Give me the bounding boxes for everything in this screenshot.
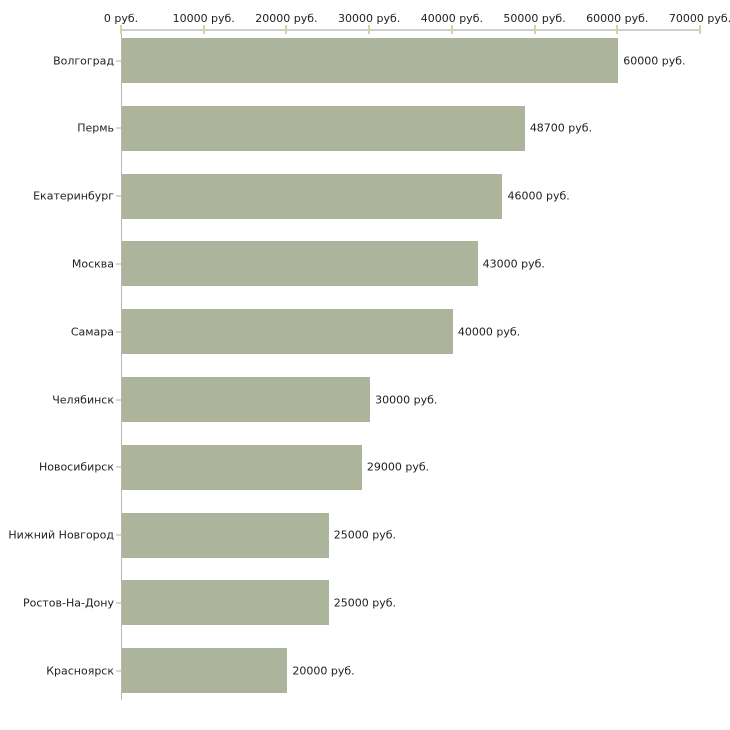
- x-axis-tick: [533, 25, 536, 34]
- bar: [122, 377, 371, 422]
- bar: [122, 38, 619, 83]
- bar-value-label: 46000 руб.: [507, 189, 570, 203]
- x-axis-tick: [120, 25, 122, 34]
- y-axis-tick: [116, 195, 121, 198]
- bar-value-label: 20000 руб.: [292, 664, 355, 678]
- bar: [122, 105, 525, 151]
- bar: [122, 444, 362, 490]
- x-axis-tick-label: 40000 руб.: [420, 12, 483, 25]
- category-label: Челябинск: [52, 393, 114, 406]
- bar-value-label: 30000 руб.: [375, 393, 438, 406]
- category-label: Волгоград: [53, 54, 114, 67]
- y-axis-tick: [116, 601, 121, 604]
- x-axis-tick-label: 0 руб.: [103, 12, 139, 25]
- category-label: Самара: [70, 325, 114, 339]
- y-axis-tick: [116, 534, 121, 537]
- x-axis-line: [121, 29, 701, 31]
- category-label: Москва: [71, 257, 114, 271]
- x-axis-tick-label: 70000 руб.: [668, 12, 730, 25]
- bar: [122, 512, 329, 558]
- bar: [122, 648, 288, 694]
- category-label: Новосибирск: [38, 460, 114, 474]
- category-label: Екатеринбург: [33, 189, 114, 203]
- x-axis-tick: [285, 25, 288, 34]
- x-axis-tick-label: 50000 руб.: [503, 12, 566, 25]
- y-axis-tick: [116, 330, 121, 333]
- category-label: Пермь: [77, 121, 114, 135]
- y-axis-tick: [116, 59, 121, 62]
- bar-value-label: 29000 руб.: [366, 460, 430, 474]
- x-axis-tick-label: 10000 руб.: [172, 12, 235, 25]
- bar-value-label: 43000 руб.: [482, 257, 545, 271]
- category-label: Красноярск: [46, 664, 114, 678]
- bar: [122, 580, 329, 626]
- bar: [122, 309, 453, 355]
- bar-value-label: 40000 руб.: [457, 325, 521, 339]
- bar: [122, 241, 478, 287]
- x-axis-tick: [450, 25, 453, 34]
- bar-value-label: 60000 руб.: [623, 54, 686, 67]
- x-axis-tick-label: 60000 руб.: [586, 12, 649, 25]
- bar-value-label: 25000 руб.: [333, 528, 397, 542]
- bar: [122, 173, 503, 219]
- x-axis-tick: [202, 25, 205, 34]
- category-label: Нижний Новгород: [8, 528, 114, 542]
- bar-value-label: 25000 руб.: [333, 596, 397, 610]
- y-axis-tick: [116, 669, 121, 672]
- y-axis-tick: [116, 127, 121, 130]
- y-axis-tick: [116, 398, 121, 401]
- y-axis-tick: [116, 466, 121, 469]
- bar-value-label: 48700 руб.: [529, 121, 593, 135]
- x-axis-tick-label: 30000 руб.: [338, 12, 401, 25]
- category-label: Ростов-На-Дону: [22, 596, 114, 610]
- x-axis-tick: [699, 25, 701, 34]
- x-axis-tick: [616, 25, 619, 34]
- x-axis-tick-label: 20000 руб.: [255, 12, 318, 25]
- y-axis-line: [121, 29, 122, 700]
- y-axis-tick: [116, 262, 121, 265]
- x-axis-tick: [368, 25, 371, 34]
